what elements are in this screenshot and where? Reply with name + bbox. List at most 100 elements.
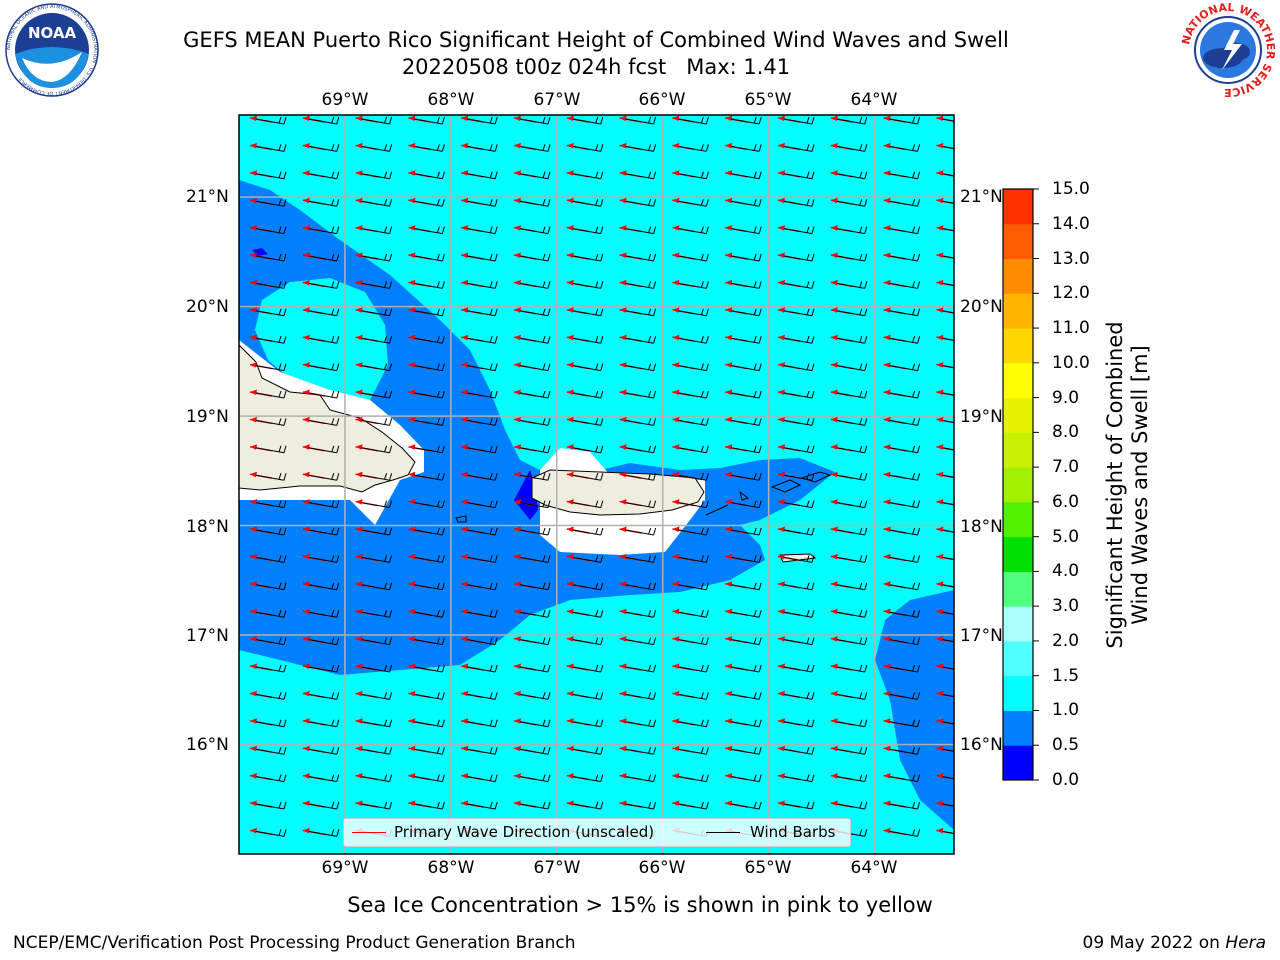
wind-barb	[889, 527, 921, 536]
wind-barb	[308, 664, 340, 673]
wind-barb	[519, 527, 551, 536]
wind-barb	[678, 473, 709, 481]
wind-barb	[361, 527, 393, 536]
wind-barb	[519, 801, 551, 810]
lat-label-right: 19°N	[960, 407, 1003, 427]
wind-barb	[942, 145, 954, 149]
wind-barb	[467, 226, 498, 235]
wind-barb	[731, 527, 762, 536]
wind-barb	[889, 253, 921, 262]
lon-label-bottom: 67°W	[533, 858, 581, 878]
wind-barb	[361, 116, 393, 125]
wind-barb	[519, 747, 551, 755]
wind-barb	[625, 144, 657, 152]
wind-barb	[678, 664, 709, 673]
wind-barb	[783, 171, 815, 180]
wind-barb	[731, 144, 762, 152]
wind-barb	[255, 199, 287, 207]
wind-barb	[678, 637, 709, 646]
wind-barb	[678, 610, 709, 618]
wind-barb	[467, 801, 498, 810]
wind-barb	[308, 829, 340, 837]
wind-barb	[519, 144, 551, 152]
colorbar-tick-label: 0.5	[1052, 735, 1080, 756]
wind-barb	[361, 473, 393, 481]
wind-barb	[625, 281, 657, 289]
wind-barb	[519, 774, 551, 783]
wind-barb	[836, 253, 868, 262]
wind-barb	[467, 116, 498, 125]
wind-barb	[836, 801, 868, 810]
wind-barb	[308, 226, 340, 235]
colorbar-band	[1003, 501, 1033, 538]
wind-barb	[467, 774, 498, 783]
wind-barb	[519, 363, 551, 372]
wind-barb	[942, 200, 954, 204]
wind-barb	[889, 719, 921, 728]
wind-barb	[625, 747, 657, 755]
wind-barb	[942, 228, 954, 232]
wind-barb	[625, 527, 657, 536]
wind-barb	[467, 445, 498, 454]
hispaniola-land	[239, 344, 416, 493]
wind-barb	[361, 281, 393, 289]
wind-barb	[308, 199, 340, 207]
wind-barb	[836, 692, 868, 700]
wave-direction-legend-line	[352, 832, 386, 833]
map-gridlines	[239, 115, 954, 854]
wind-barb-legend-label: Wind Barbs	[750, 823, 836, 841]
colorbar-band	[1003, 745, 1033, 781]
wind-barb	[308, 500, 340, 509]
wind-barb	[783, 555, 815, 563]
producer-credit: NCEP/EMC/Verification Post Processing Pr…	[13, 933, 576, 953]
wind-barb	[467, 336, 498, 344]
wind-barb	[519, 445, 551, 454]
colorbar	[1003, 189, 1033, 781]
lat-label-left: 18°N	[186, 517, 229, 537]
wind-barb	[731, 281, 762, 289]
wind-barb	[255, 308, 287, 317]
wind-barb	[361, 637, 393, 646]
lat-label-left: 17°N	[186, 626, 229, 646]
colorbar-tick-label: 2.0	[1052, 630, 1080, 651]
wind-barb	[414, 527, 445, 536]
wind-barb	[783, 390, 815, 399]
wind-barb	[572, 144, 604, 152]
wind-barb	[625, 555, 657, 563]
wind-barb	[731, 692, 762, 700]
wind-barb	[783, 418, 815, 426]
lat-label-right: 20°N	[960, 297, 1003, 317]
lon-label-top: 68°W	[427, 90, 475, 110]
wind-barb	[361, 226, 393, 235]
wind-barb	[678, 801, 709, 810]
wind-barb	[625, 445, 657, 454]
wind-barb	[572, 801, 604, 810]
map-legend: Primary Wave Direction (unscaled) Wind B…	[343, 818, 851, 847]
wind-barb	[836, 500, 868, 509]
lat-label-right: 18°N	[960, 517, 1003, 537]
wind-barb	[255, 171, 287, 180]
wind-barb	[731, 555, 762, 563]
wind-barb	[889, 308, 921, 317]
wind-barb	[361, 500, 393, 509]
wind-barb	[625, 582, 657, 591]
wind-barb	[783, 637, 815, 646]
wind-barb	[467, 610, 498, 618]
wind-barb	[889, 555, 921, 563]
wind-barb	[467, 144, 498, 152]
wind-barb	[572, 473, 604, 481]
colorbar-band	[1003, 362, 1033, 399]
wind-barb	[467, 473, 498, 481]
wind-barb	[414, 500, 445, 509]
wind-barb	[678, 418, 709, 426]
map-frame	[238, 114, 955, 855]
colorbar-tick-label: 13.0	[1052, 248, 1090, 269]
wind-barb	[467, 390, 498, 399]
lat-label-left: 19°N	[186, 407, 229, 427]
wind-barb	[731, 171, 762, 180]
lat-label-left: 21°N	[186, 187, 229, 207]
wind-barb	[731, 418, 762, 426]
wind-barb	[942, 173, 954, 177]
wind-barb	[942, 584, 954, 588]
lon-label-top: 69°W	[321, 90, 369, 110]
